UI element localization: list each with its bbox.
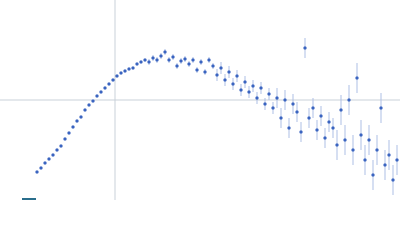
data-point xyxy=(367,138,371,142)
data-point xyxy=(111,78,115,82)
data-point xyxy=(343,138,347,142)
data-point xyxy=(147,60,151,64)
chart xyxy=(0,0,400,200)
data-point xyxy=(311,106,315,110)
data-point xyxy=(115,74,119,78)
data-point xyxy=(103,86,107,90)
data-point xyxy=(123,69,127,73)
data-point xyxy=(287,126,291,130)
data-point xyxy=(375,148,379,152)
data-point xyxy=(383,163,387,167)
data-point xyxy=(163,50,167,54)
data-point xyxy=(195,68,199,72)
data-point xyxy=(379,106,383,110)
data-point xyxy=(235,74,239,78)
data-point xyxy=(135,62,139,66)
data-point xyxy=(95,94,99,98)
data-point xyxy=(99,90,103,94)
legend-swatch xyxy=(22,198,36,200)
data-point xyxy=(215,73,219,77)
data-point xyxy=(211,64,215,68)
data-point xyxy=(59,144,63,148)
data-point xyxy=(355,76,359,80)
data-point xyxy=(155,58,159,62)
data-point xyxy=(107,82,111,86)
data-point xyxy=(175,64,179,68)
data-point xyxy=(131,66,135,70)
data-point xyxy=(79,115,83,119)
data-point xyxy=(291,102,295,106)
data-point xyxy=(151,56,155,60)
data-point xyxy=(243,80,247,84)
data-point xyxy=(87,103,91,107)
data-point xyxy=(43,161,47,165)
data-point xyxy=(219,66,223,70)
data-point xyxy=(83,108,87,112)
data-point xyxy=(63,137,67,141)
data-point xyxy=(395,158,399,162)
data-point xyxy=(119,71,123,75)
data-point xyxy=(387,153,391,157)
data-point xyxy=(275,96,279,100)
data-point xyxy=(159,54,163,58)
data-point xyxy=(335,143,339,147)
data-point xyxy=(331,126,335,130)
data-point xyxy=(35,170,39,174)
data-point xyxy=(299,130,303,134)
data-point xyxy=(267,92,271,96)
data-point xyxy=(55,148,59,152)
data-point xyxy=(283,98,287,102)
data-point xyxy=(307,116,311,120)
data-point xyxy=(127,67,131,71)
data-point xyxy=(183,57,187,61)
data-point xyxy=(227,70,231,74)
data-point xyxy=(315,128,319,132)
data-point xyxy=(319,114,323,118)
data-point xyxy=(47,157,51,161)
data-point xyxy=(191,58,195,62)
data-point xyxy=(39,166,43,170)
data-point xyxy=(359,133,363,137)
data-point xyxy=(327,120,331,124)
data-point xyxy=(207,58,211,62)
data-point xyxy=(167,58,171,62)
data-point xyxy=(255,96,259,100)
data-point xyxy=(247,90,251,94)
data-point xyxy=(371,173,375,177)
data-point xyxy=(391,178,395,182)
data-point xyxy=(303,46,307,50)
data-point xyxy=(51,153,55,157)
data-point xyxy=(339,108,343,112)
data-point xyxy=(171,55,175,59)
data-point xyxy=(295,110,299,114)
data-point xyxy=(71,125,75,129)
data-point xyxy=(251,84,255,88)
data-point xyxy=(143,58,147,62)
data-point xyxy=(271,106,275,110)
data-point xyxy=(323,136,327,140)
data-point xyxy=(259,86,263,90)
data-point xyxy=(75,119,79,123)
data-point xyxy=(179,59,183,63)
data-point xyxy=(139,60,143,64)
data-point xyxy=(203,70,207,74)
data-point xyxy=(351,148,355,152)
data-point xyxy=(223,78,227,82)
data-point xyxy=(199,60,203,64)
data-point xyxy=(263,102,267,106)
data-point xyxy=(231,82,235,86)
data-point xyxy=(363,158,367,162)
data-point xyxy=(187,62,191,66)
data-point xyxy=(67,131,71,135)
data-point xyxy=(239,88,243,92)
data-point xyxy=(347,98,351,102)
data-point xyxy=(279,116,283,120)
data-point xyxy=(91,99,95,103)
